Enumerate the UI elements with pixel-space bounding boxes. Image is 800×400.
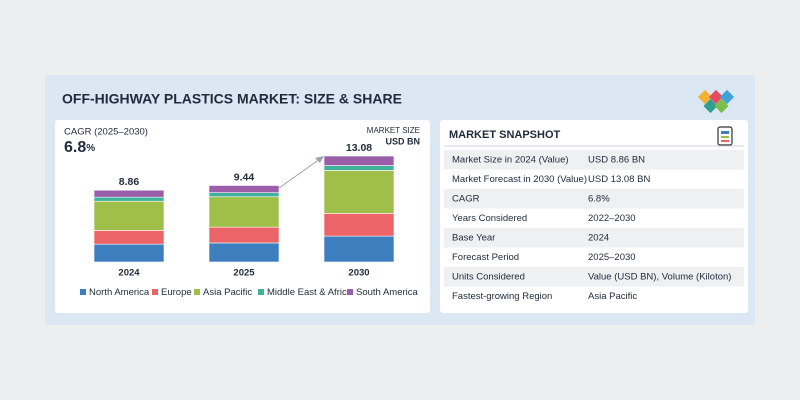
total-label: 8.86	[119, 176, 140, 188]
cagr-label: CAGR (2025–2030)	[64, 127, 148, 138]
bar-segment	[93, 230, 165, 245]
row-label: Years Considered	[452, 213, 527, 224]
cagr-number: 6.8	[64, 139, 86, 156]
trend-arrowhead	[315, 156, 324, 163]
bar-segment	[208, 196, 280, 228]
total-label: 13.08	[346, 142, 372, 154]
snapshot-icon	[717, 126, 733, 146]
legend-label: Europe	[161, 287, 192, 298]
total-label: 9.44	[234, 171, 255, 183]
row-background	[444, 267, 744, 287]
bar-segment	[93, 189, 165, 198]
legend-label: North America	[89, 287, 150, 298]
row-label: Market Size in 2024 (Value)	[452, 154, 569, 165]
row-value: Value (USD BN), Volume (Kiloton)	[588, 271, 731, 282]
trend-arrow	[278, 158, 321, 189]
cagr-value: 6.8%	[64, 139, 95, 156]
row-value: 6.8%	[588, 193, 610, 204]
bar-segment	[208, 226, 280, 244]
row-value: 2024	[588, 232, 609, 243]
legend-swatch	[258, 289, 264, 295]
row-label: Fastest-growing Region	[452, 291, 552, 302]
title: OFF-HIGHWAY PLASTICS MARKET: SIZE & SHAR…	[62, 91, 402, 107]
legend-label: Asia Pacific	[203, 287, 252, 298]
bar-segment	[323, 213, 395, 237]
legend-swatch	[80, 289, 86, 295]
cagr-unit: %	[86, 143, 95, 154]
bar-segment	[323, 170, 395, 214]
bar-segment	[208, 192, 280, 198]
market-size-label: MARKET SIZE	[367, 126, 420, 135]
legend-label: Middle East & Africa	[267, 287, 353, 298]
bar-segment	[93, 196, 165, 202]
row-label: Base Year	[452, 232, 495, 243]
bar-segment	[208, 242, 280, 263]
row-background	[444, 189, 744, 209]
row-label: Forecast Period	[452, 252, 519, 263]
row-value: USD 8.86 BN	[588, 154, 645, 165]
row-label: Units Considered	[452, 271, 525, 282]
bar-segment	[93, 243, 165, 263]
row-background	[444, 150, 744, 170]
snapshot-title: MARKET SNAPSHOT	[449, 129, 561, 141]
bar-segment	[208, 185, 280, 194]
legend-label: South America	[356, 287, 418, 298]
bar-segment	[323, 155, 395, 166]
row-value: Asia Pacific	[588, 291, 637, 302]
row-value: 2022–2030	[588, 213, 636, 224]
row-value: USD 13.08 BN	[588, 174, 650, 185]
logo	[697, 89, 735, 114]
bar-segment	[323, 235, 395, 263]
row-background	[444, 228, 744, 248]
legend-swatch	[194, 289, 200, 295]
x-tick-label: 2024	[118, 268, 140, 279]
unit-label: USD BN	[385, 136, 420, 146]
bar-segment	[93, 200, 165, 231]
row-label: CAGR	[452, 193, 480, 204]
bar-segment	[323, 165, 395, 171]
x-tick-label: 2030	[348, 268, 369, 279]
legend-swatch	[152, 289, 158, 295]
legend-swatch	[347, 289, 353, 295]
x-tick-label: 2025	[233, 268, 255, 279]
row-label: Market Forecast in 2030 (Value)	[452, 174, 587, 185]
row-value: 2025–2030	[588, 252, 636, 263]
